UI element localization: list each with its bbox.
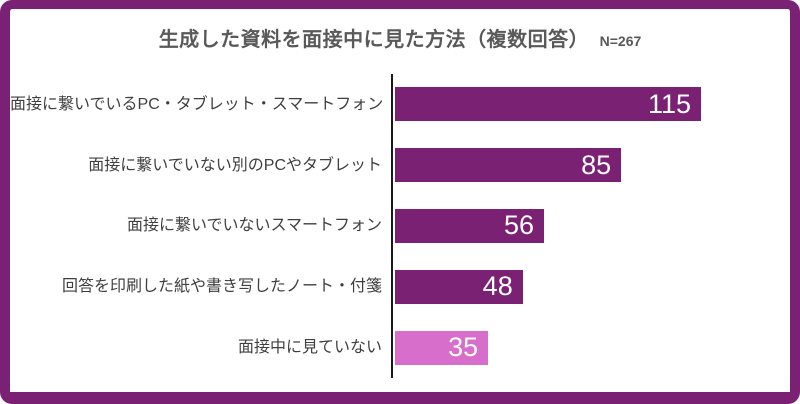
value-label: 56 [503, 210, 534, 241]
chart-row: 回答を印刷した紙や書き写したノート・付箋 48 [10, 256, 790, 318]
sample-size-label: N=267 [599, 33, 642, 49]
value-label: 85 [581, 149, 612, 180]
bar-chart: 面接に繋いでいるPC・タブレット・スマートフォン 115 面接に繋いでいない別の… [10, 74, 790, 378]
bar: 115 [395, 87, 701, 122]
category-label: 面接に繋いでいるPC・タブレット・スマートフォン [10, 95, 384, 113]
bar: 85 [395, 148, 622, 183]
bar-area: 48 [391, 256, 790, 318]
chart-row: 面接に繋いでいるPC・タブレット・スマートフォン 115 [10, 74, 790, 135]
bar: 56 [395, 208, 544, 243]
bar: 35 [395, 330, 489, 365]
chart-title: 生成した資料を面接中に見た方法（複数回答） [158, 29, 590, 51]
bar-area: 85 [391, 134, 790, 196]
value-label: 48 [482, 271, 513, 302]
chart-row: 面接に繋いでいない別のPCやタブレット 85 [10, 134, 790, 196]
category-label: 回答を印刷した紙や書き写したノート・付箋 [61, 278, 382, 296]
bar: 48 [395, 269, 523, 304]
bar-area: 56 [391, 195, 790, 257]
category-label: 面接中に見ていない [237, 338, 382, 356]
category-label: 面接に繋いでいない別のPCやタブレット [88, 156, 382, 174]
bar-area: 35 [391, 317, 790, 378]
bar-area: 115 [391, 74, 790, 135]
value-label: 35 [448, 332, 479, 363]
category-label: 面接に繋いでいないスマートフォン [126, 217, 382, 235]
chart-row: 面接中に見ていない 35 [10, 317, 790, 378]
value-label: 115 [647, 88, 691, 119]
chart-row: 面接に繋いでいないスマートフォン 56 [10, 195, 790, 257]
chart-header: 生成した資料を面接中に見た方法（複数回答） N=267 [10, 23, 790, 52]
